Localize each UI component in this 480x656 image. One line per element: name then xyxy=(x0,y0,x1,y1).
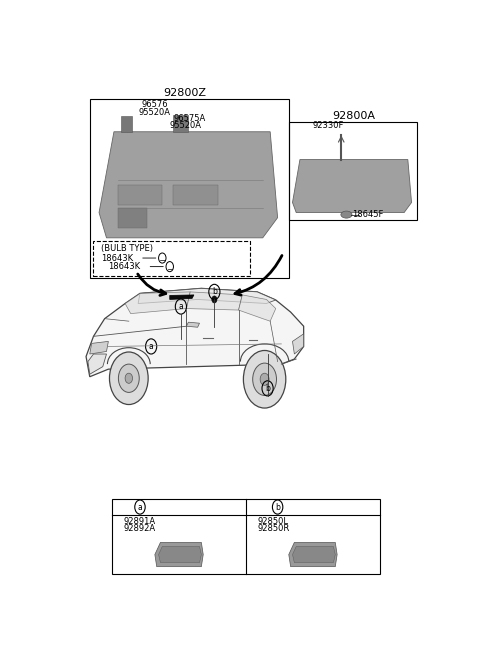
Text: 92891A: 92891A xyxy=(123,517,156,525)
Polygon shape xyxy=(158,546,202,563)
Circle shape xyxy=(109,352,148,405)
Polygon shape xyxy=(186,322,200,327)
Bar xyxy=(118,185,162,205)
Bar xyxy=(289,121,417,220)
Circle shape xyxy=(252,363,276,396)
Polygon shape xyxy=(125,292,190,314)
Bar xyxy=(90,99,289,278)
Text: 92800Z: 92800Z xyxy=(163,88,206,98)
Text: a: a xyxy=(179,302,183,311)
Circle shape xyxy=(243,350,286,408)
Bar xyxy=(173,185,218,205)
Circle shape xyxy=(212,296,217,303)
Text: 96575A: 96575A xyxy=(173,114,206,123)
Bar xyxy=(118,207,147,228)
Polygon shape xyxy=(86,289,304,377)
Text: 92892A: 92892A xyxy=(123,523,156,533)
Polygon shape xyxy=(292,159,411,213)
Bar xyxy=(94,241,250,276)
Bar xyxy=(112,499,380,574)
Text: 18645F: 18645F xyxy=(352,210,384,219)
Text: 92850R: 92850R xyxy=(257,523,289,533)
Text: 18643K: 18643K xyxy=(108,262,141,271)
Text: 96576: 96576 xyxy=(142,100,168,110)
Text: a: a xyxy=(149,342,154,351)
Polygon shape xyxy=(292,546,335,563)
Polygon shape xyxy=(155,543,203,567)
Text: b: b xyxy=(275,502,280,512)
Bar xyxy=(121,115,132,132)
Polygon shape xyxy=(90,341,108,354)
Polygon shape xyxy=(289,543,337,567)
Text: 18643K: 18643K xyxy=(101,253,133,262)
Text: 95520A: 95520A xyxy=(138,108,170,117)
Text: b: b xyxy=(212,287,217,297)
Circle shape xyxy=(260,373,269,385)
Polygon shape xyxy=(138,289,276,304)
Text: 92330F: 92330F xyxy=(313,121,344,130)
Bar xyxy=(173,115,188,132)
Circle shape xyxy=(125,373,132,383)
Ellipse shape xyxy=(341,211,352,218)
Circle shape xyxy=(119,364,139,392)
Text: (BULB TYPE): (BULB TYPE) xyxy=(101,244,153,253)
Text: 92800A: 92800A xyxy=(332,111,375,121)
Polygon shape xyxy=(88,354,107,374)
Polygon shape xyxy=(186,292,242,310)
Polygon shape xyxy=(239,295,276,321)
Text: b: b xyxy=(265,384,270,393)
Polygon shape xyxy=(99,132,277,238)
Text: a: a xyxy=(138,502,143,512)
Text: 92850L: 92850L xyxy=(257,517,288,525)
Polygon shape xyxy=(170,295,194,299)
Text: 95520A: 95520A xyxy=(170,121,202,130)
Polygon shape xyxy=(292,334,304,354)
